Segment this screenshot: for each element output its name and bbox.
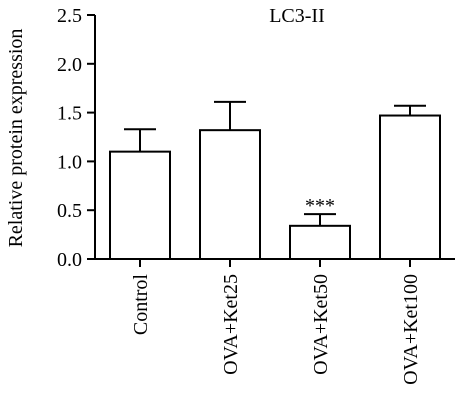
x-tick-label: OVA+Ket50 <box>310 274 332 375</box>
bar-series: *** <box>109 100 441 260</box>
bar <box>109 150 171 260</box>
x-axis: Control OVA+Ket25 OVA+Ket50 OVA+Ket100 <box>94 258 455 385</box>
bar <box>379 114 441 260</box>
y-tick-label: 2.0 <box>57 54 82 76</box>
y-tick-label: 1.0 <box>57 151 82 173</box>
bar <box>289 224 351 260</box>
y-tick-label: 1.5 <box>57 103 82 125</box>
x-tick-label: OVA+Ket100 <box>400 274 422 385</box>
y-tick-label: 0.5 <box>57 200 82 222</box>
y-tick-label: 0.0 <box>57 249 82 271</box>
significance-label: *** <box>305 195 335 217</box>
chart-title: LC3-II <box>269 5 325 27</box>
y-axis-title: Relative protein expression <box>5 29 27 248</box>
x-tick-label: Control <box>130 274 152 336</box>
y-axis: 0.0 0.5 1.0 1.5 2.0 2.5 <box>57 5 96 271</box>
bar <box>199 129 261 260</box>
y-tick-label: 2.5 <box>57 5 82 27</box>
x-tick-label: OVA+Ket25 <box>220 274 242 375</box>
